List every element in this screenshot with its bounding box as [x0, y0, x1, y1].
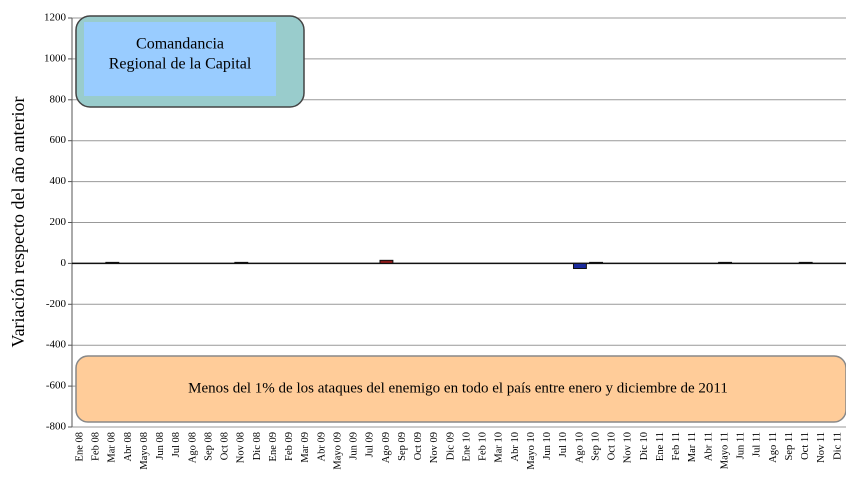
x-tick-label: Sep 08	[203, 432, 214, 461]
x-tick-label: Abr 10	[510, 432, 521, 461]
x-tick-label: Ene 08	[74, 432, 85, 461]
x-tick-label: Feb 11	[671, 432, 682, 461]
x-tick-label: Mayo 10	[526, 432, 537, 470]
bar	[234, 261, 249, 264]
x-tick-label: Mar 11	[687, 432, 698, 462]
x-tick-label: Ene 10	[461, 432, 472, 461]
bar	[589, 261, 604, 264]
x-tick-label: Jun 08	[155, 432, 166, 460]
x-tick-label: Mar 09	[300, 432, 311, 463]
x-tick-label: Jun 11	[736, 432, 747, 459]
y-tick-label: 600	[50, 134, 67, 146]
x-tick-label: Jul 11	[752, 432, 763, 457]
x-tick-label: Ago 10	[574, 432, 585, 463]
x-tick-label: Ago 11	[768, 432, 779, 463]
x-tick-label: Feb 10	[478, 432, 489, 461]
x-tick-label: Sep 09	[397, 432, 408, 461]
bar	[105, 261, 120, 264]
x-tick-label: Abr 11	[703, 432, 714, 461]
x-tick-label: Oct 10	[607, 432, 618, 460]
x-tick-label: Oct 08	[220, 432, 231, 460]
annotation-box	[75, 355, 846, 423]
bar	[718, 261, 733, 264]
y-axis-label: Variación respecto del año anterior	[8, 97, 28, 348]
x-tick-label: Dic 10	[639, 432, 650, 460]
x-tick-label: Nov 10	[623, 432, 634, 463]
x-tick-label: Ago 09	[381, 432, 392, 463]
x-tick-label: Ene 11	[655, 432, 666, 461]
y-tick-label: -400	[46, 339, 67, 351]
x-tick-label: Jul 08	[171, 432, 182, 457]
x-tick-label: Dic 08	[252, 432, 263, 460]
title-box-inner	[84, 22, 276, 96]
y-tick-label: -200	[46, 298, 67, 310]
x-tick-label: Mayo 09	[332, 432, 343, 470]
x-tick-label: Nov 09	[429, 432, 440, 463]
bar	[572, 262, 587, 270]
y-tick-label: -800	[46, 421, 67, 433]
y-tick-label: 200	[50, 216, 67, 228]
x-tick-label: Ene 09	[268, 432, 279, 461]
annotation: Menos del 1% de los ataques del enemigo …	[188, 380, 728, 396]
x-tick-label: Nov 11	[816, 432, 827, 463]
x-tick-label: Abr 08	[123, 432, 134, 461]
x-tick-label: Jun 10	[542, 432, 553, 460]
bar	[379, 259, 394, 264]
x-tick-label: Mayo 11	[719, 432, 730, 469]
y-tick-label: 800	[50, 93, 67, 105]
x-tick-label: Nov 08	[236, 432, 247, 463]
x-tick-label: Mayo 08	[139, 432, 150, 470]
x-tick-label: Oct 11	[800, 432, 811, 460]
x-tick-label: Dic 09	[445, 432, 456, 460]
x-tick-label: Feb 08	[91, 432, 102, 461]
x-tick-label: Jun 09	[349, 432, 360, 460]
x-tick-label: Dic 11	[832, 432, 843, 460]
x-tick-label: Sep 10	[590, 432, 601, 461]
x-tick-label: Ago 08	[187, 432, 198, 463]
y-tick-label: 1200	[44, 12, 67, 24]
y-tick-label: 1000	[44, 52, 67, 64]
x-tick-label: Feb 09	[284, 432, 295, 461]
x-tick-label: Sep 11	[784, 432, 795, 461]
bar	[798, 261, 813, 264]
x-tick-label: Mar 10	[494, 432, 505, 463]
x-tick-label: Mar 08	[107, 432, 118, 463]
x-tick-label: Jul 10	[558, 432, 569, 457]
y-tick-label: 400	[50, 175, 67, 187]
y-tick-label: 0	[61, 257, 67, 269]
x-tick-label: Oct 09	[413, 432, 424, 460]
chart-title: Comandancia	[136, 36, 224, 53]
y-tick-label: -600	[46, 380, 67, 392]
x-tick-label: Abr 09	[316, 432, 327, 461]
x-tick-label: Jul 09	[365, 432, 376, 457]
chart-title: Regional de la Capital	[109, 56, 252, 73]
